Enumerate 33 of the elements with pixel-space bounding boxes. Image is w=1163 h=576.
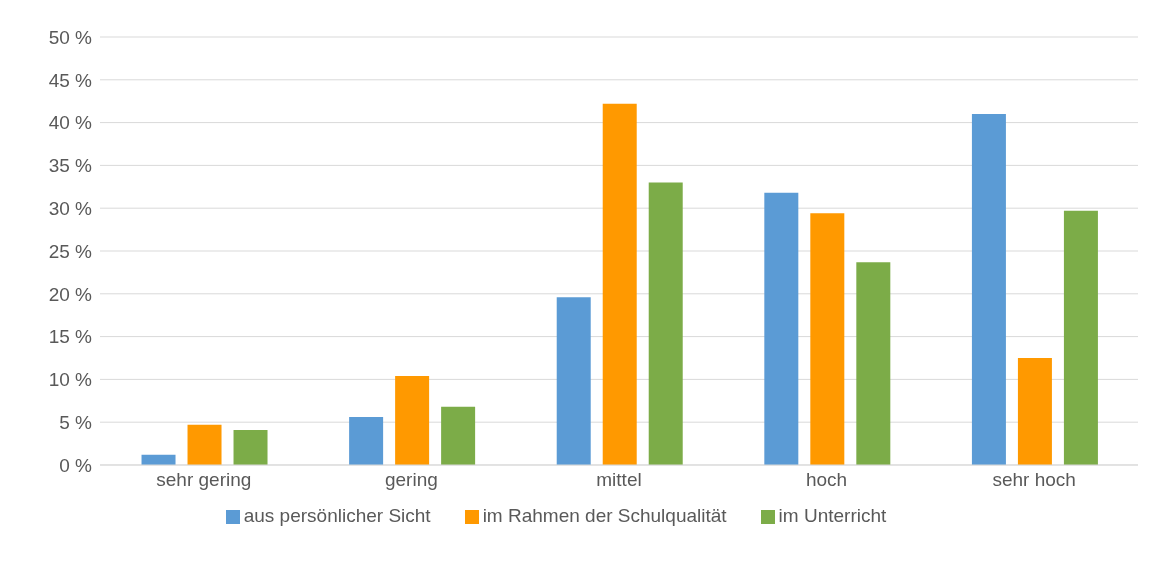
y-tick-label: 10 % <box>48 369 93 391</box>
y-tick-label: 35 % <box>48 155 93 177</box>
y-tick-label: 5 % <box>59 411 93 433</box>
bar <box>856 262 891 465</box>
bar <box>648 182 683 465</box>
bar <box>764 192 799 465</box>
legend-label: aus persönlicher Sicht <box>243 505 431 526</box>
bar <box>441 406 476 465</box>
x-tick-label: sehr hoch <box>992 469 1076 491</box>
bar <box>233 429 268 465</box>
bar <box>349 417 384 465</box>
bar <box>971 114 1006 465</box>
x-tick-label: gering <box>384 469 438 491</box>
y-tick-label: 45 % <box>48 69 93 91</box>
bar <box>1063 210 1098 465</box>
y-tick-label: 20 % <box>48 283 93 305</box>
bar <box>810 213 845 465</box>
bar <box>1017 358 1052 465</box>
y-tick-label: 15 % <box>48 326 93 348</box>
y-tick-label: 50 % <box>48 26 93 48</box>
x-tick-label: mittel <box>596 469 642 491</box>
x-tick-label: hoch <box>806 469 848 491</box>
legend-label: im Unterricht <box>778 505 887 526</box>
bar <box>395 375 430 465</box>
x-tick-label: sehr gering <box>156 469 252 491</box>
y-tick-label: 25 % <box>48 240 93 262</box>
bar <box>187 424 222 465</box>
y-tick-label: 0 % <box>59 454 93 476</box>
bar <box>556 297 591 465</box>
bar <box>602 103 637 465</box>
y-tick-label: 30 % <box>48 197 93 219</box>
y-tick-label: 40 % <box>48 112 93 134</box>
legend-label: im Rahmen der Schulqualität <box>482 505 727 526</box>
